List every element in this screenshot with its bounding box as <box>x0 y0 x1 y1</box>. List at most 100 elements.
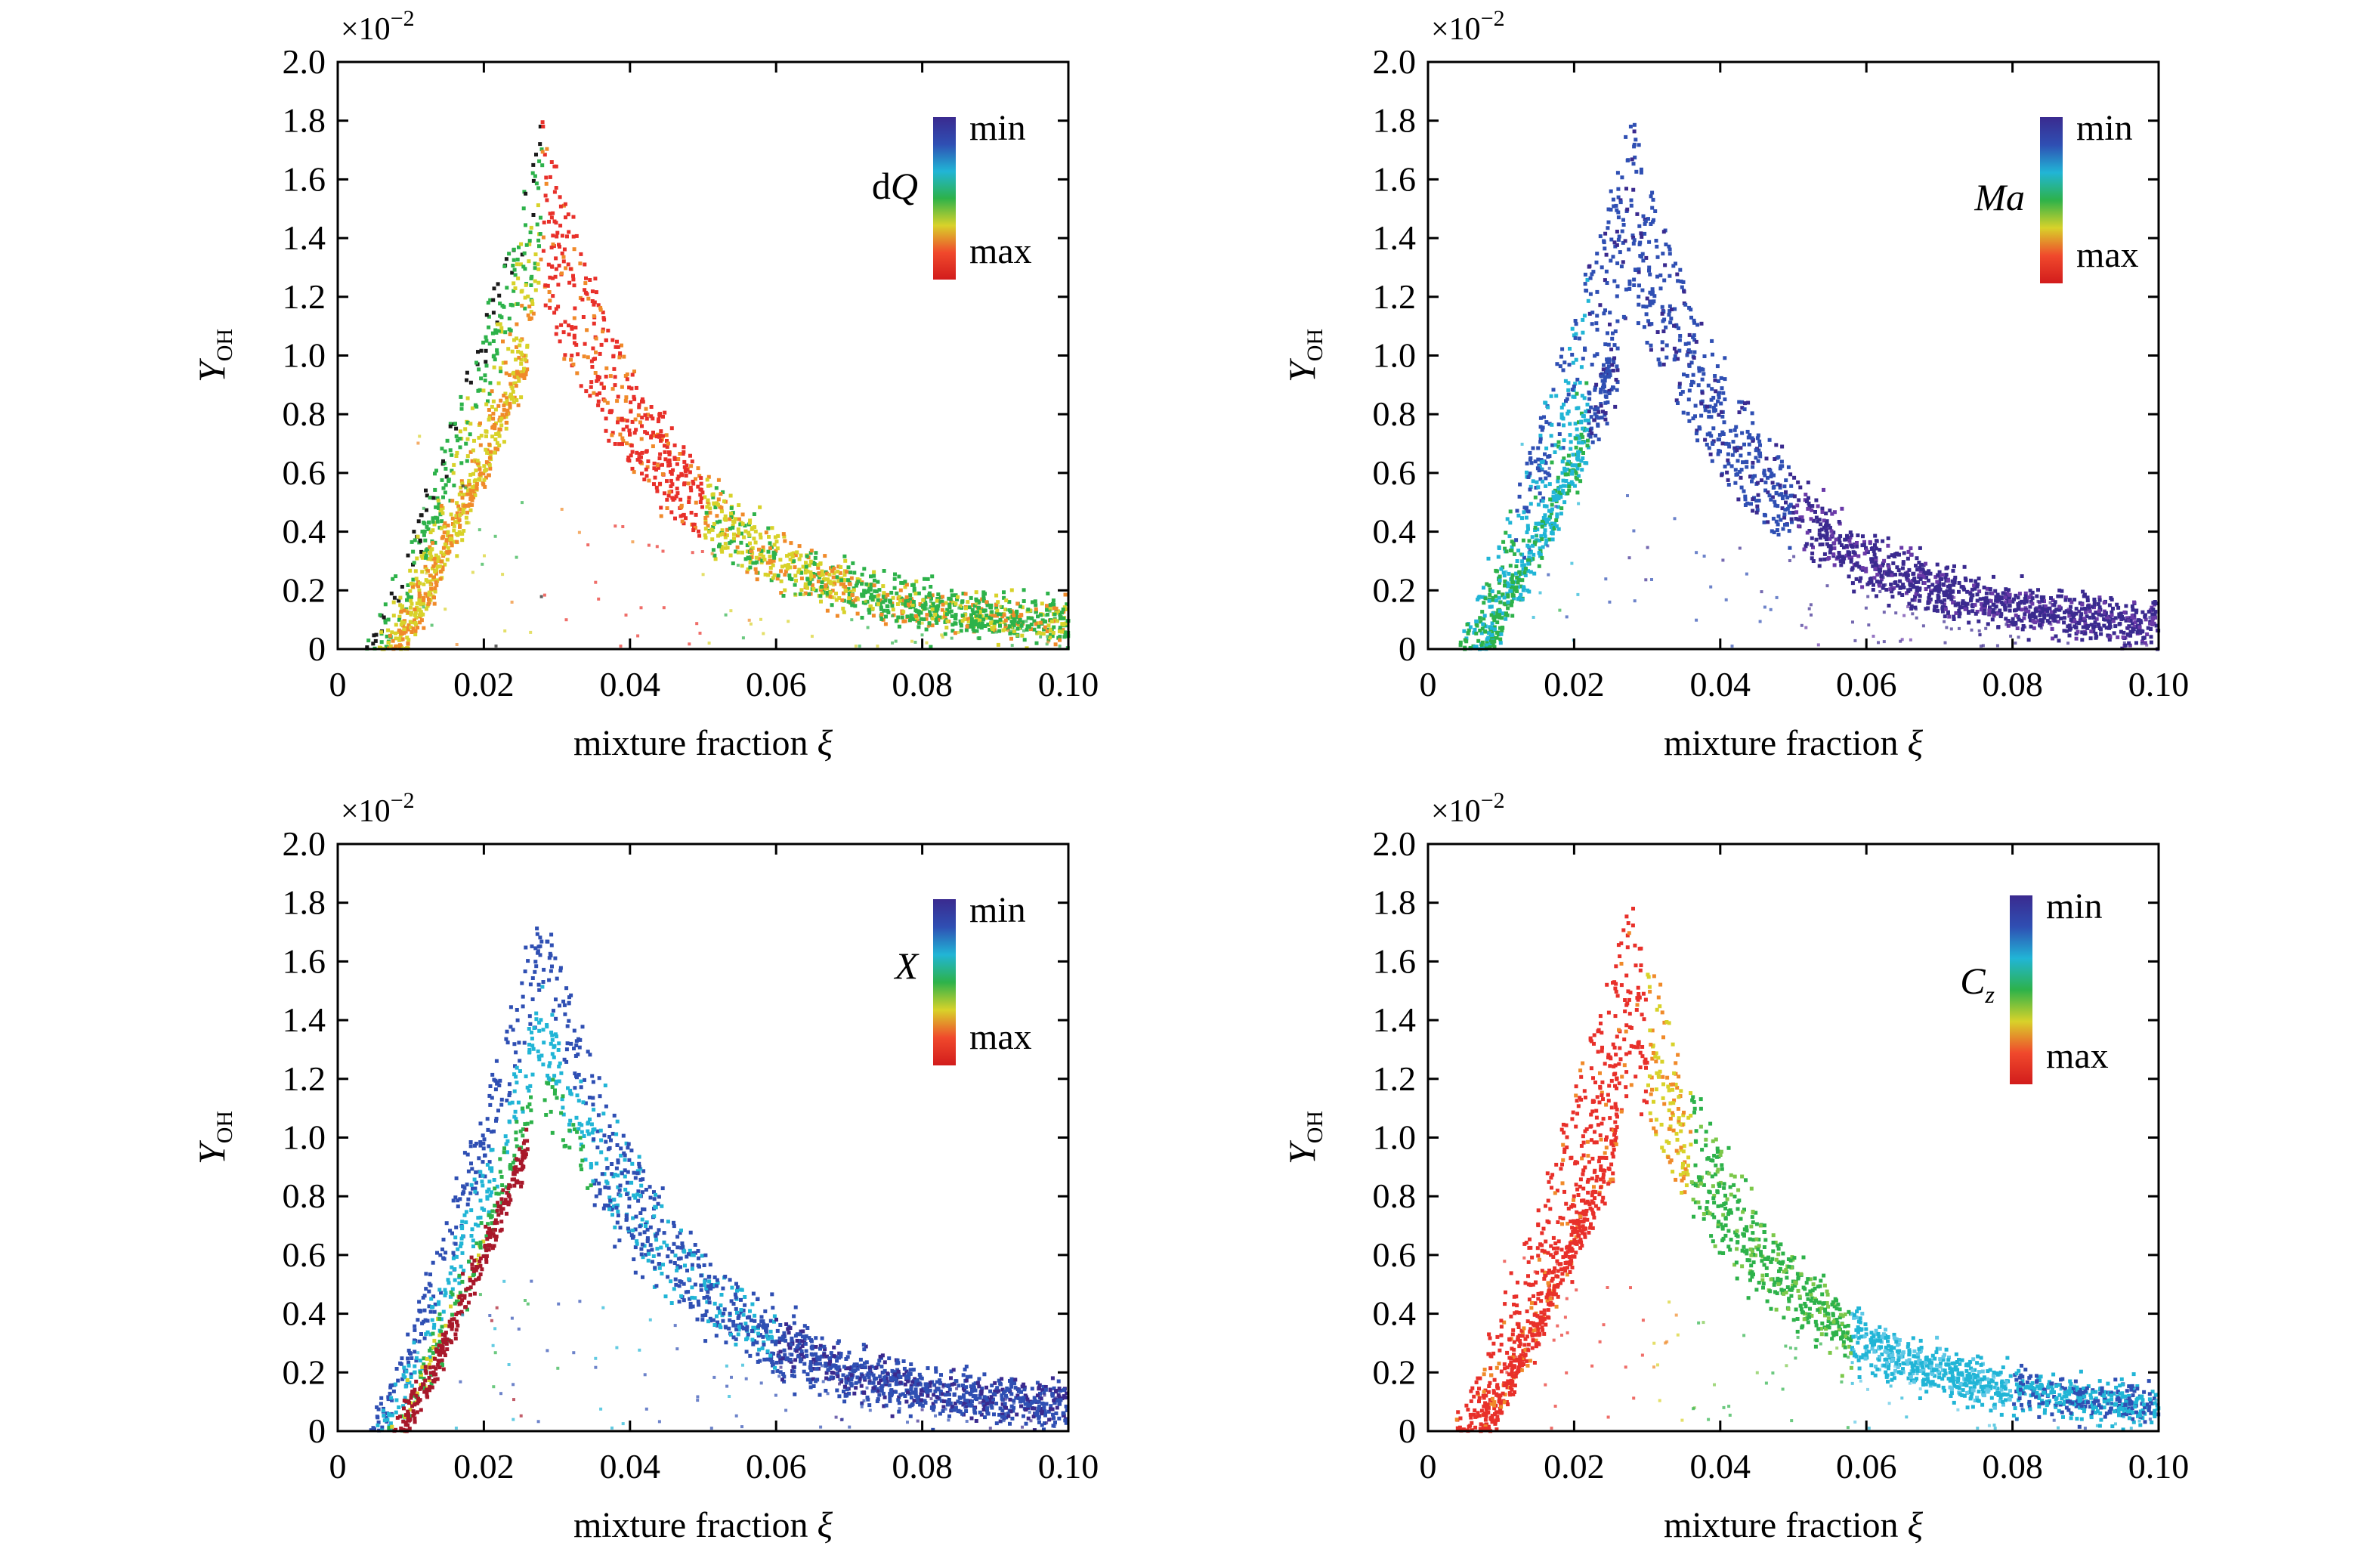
scatter-point <box>397 617 401 622</box>
scatter-point <box>757 547 761 552</box>
scatter-point <box>1754 499 1759 503</box>
scatter-point <box>1668 309 1672 314</box>
scatter-point <box>1878 548 1882 552</box>
scatter-point <box>1950 579 1955 583</box>
scatter-point <box>903 580 907 584</box>
scatter-point <box>703 516 708 520</box>
scatter-point <box>753 529 758 533</box>
scatter-point <box>2107 638 2112 642</box>
scatter-point <box>1901 583 1906 587</box>
scatter-point <box>879 607 883 611</box>
scatter-point <box>1613 404 1618 409</box>
scatter-point <box>2016 614 2020 619</box>
scatter-point <box>434 580 438 585</box>
scatter-point <box>1619 264 1624 269</box>
scatter-point <box>1481 595 1485 599</box>
scatter-point <box>796 570 801 574</box>
scatter-point <box>1692 320 1696 325</box>
scatter-point <box>1587 311 1592 316</box>
scatter-point <box>788 557 793 561</box>
scatter-point <box>1882 640 1886 644</box>
scatter-point <box>491 311 496 315</box>
scatter-point <box>853 604 858 608</box>
scatter-point <box>1983 599 1988 604</box>
scatter-point <box>1775 595 1779 599</box>
scatter-point <box>1954 611 1958 615</box>
scatter-point <box>818 594 823 598</box>
scatter-point <box>597 597 601 601</box>
scatter-point <box>1794 517 1798 521</box>
scatter-point <box>1935 608 1940 613</box>
scatter-point <box>1738 469 1742 474</box>
scatter-point <box>1868 540 1872 544</box>
scatter-point <box>524 243 529 247</box>
scatter-point <box>1580 468 1584 472</box>
scatter-point <box>1710 459 1714 463</box>
scatter-point <box>1778 466 1782 471</box>
scatter-point <box>432 601 437 606</box>
scatter-point <box>1579 420 1584 425</box>
scatter-point <box>1772 485 1776 489</box>
scatter-point <box>740 512 745 517</box>
scatter-point <box>1758 443 1762 447</box>
scatter-point <box>1562 456 1566 461</box>
scatter-point <box>1902 551 1906 555</box>
scatter-point <box>742 535 746 540</box>
scatter-point <box>1667 313 1671 317</box>
scatter-point <box>1560 459 1565 464</box>
scatter-point <box>1821 533 1825 538</box>
scatter-point <box>1519 552 1522 556</box>
scatter-point <box>536 203 540 208</box>
scatter-point <box>1671 264 1676 268</box>
scatter-point <box>384 645 388 649</box>
scatter-point <box>1943 598 1947 602</box>
scatter-point <box>502 403 506 408</box>
scatter-point <box>1504 549 1509 554</box>
scatter-point <box>751 561 756 565</box>
scatter-point <box>1626 494 1629 497</box>
scatter-point <box>699 496 703 500</box>
scatter-point <box>1544 420 1549 425</box>
scatter-point <box>659 514 663 518</box>
scatter-point <box>1632 122 1637 127</box>
scatter-point <box>1977 577 1981 581</box>
scatter-point <box>1747 442 1751 447</box>
scatter-point <box>1562 360 1567 365</box>
scatter-point <box>1878 580 1883 584</box>
scatter-point <box>1679 391 1683 396</box>
scatter-point <box>1595 352 1600 357</box>
scatter-point <box>773 535 777 540</box>
scatter-point <box>1819 558 1823 562</box>
scatter-point <box>434 571 438 576</box>
scatter-point <box>1633 599 1637 603</box>
scatter-point <box>1837 520 1841 524</box>
scatter-point <box>2004 592 2008 596</box>
scatter-point <box>1887 555 1891 559</box>
scatter-point <box>1700 377 1705 382</box>
scatter-point <box>797 557 802 561</box>
scatter-point <box>869 583 873 587</box>
scatter-point <box>1804 493 1808 496</box>
scatter-point <box>745 543 750 548</box>
scatter-point <box>1572 484 1577 488</box>
scatter-point <box>863 590 867 595</box>
scatter-point <box>938 615 942 620</box>
scatter-point <box>2069 604 2072 609</box>
scatter-point <box>868 595 873 600</box>
scatter-point <box>2013 608 2017 613</box>
scatter-point <box>1509 589 1513 593</box>
scatter-point <box>1864 606 1868 610</box>
scatter-point <box>1674 398 1679 403</box>
scatter-point <box>1817 518 1822 522</box>
scatter-point <box>406 623 411 627</box>
scatter-point <box>702 1263 706 1267</box>
scatter-point <box>663 444 666 448</box>
scatter-point <box>653 475 657 480</box>
scatter-point <box>805 569 810 574</box>
scatter-point <box>456 438 460 443</box>
scatter-point <box>2150 623 2155 627</box>
scatter-point <box>1496 555 1501 559</box>
scatter-point <box>1697 369 1702 373</box>
scatter-point <box>548 275 552 280</box>
scatter-point <box>1848 535 1853 540</box>
